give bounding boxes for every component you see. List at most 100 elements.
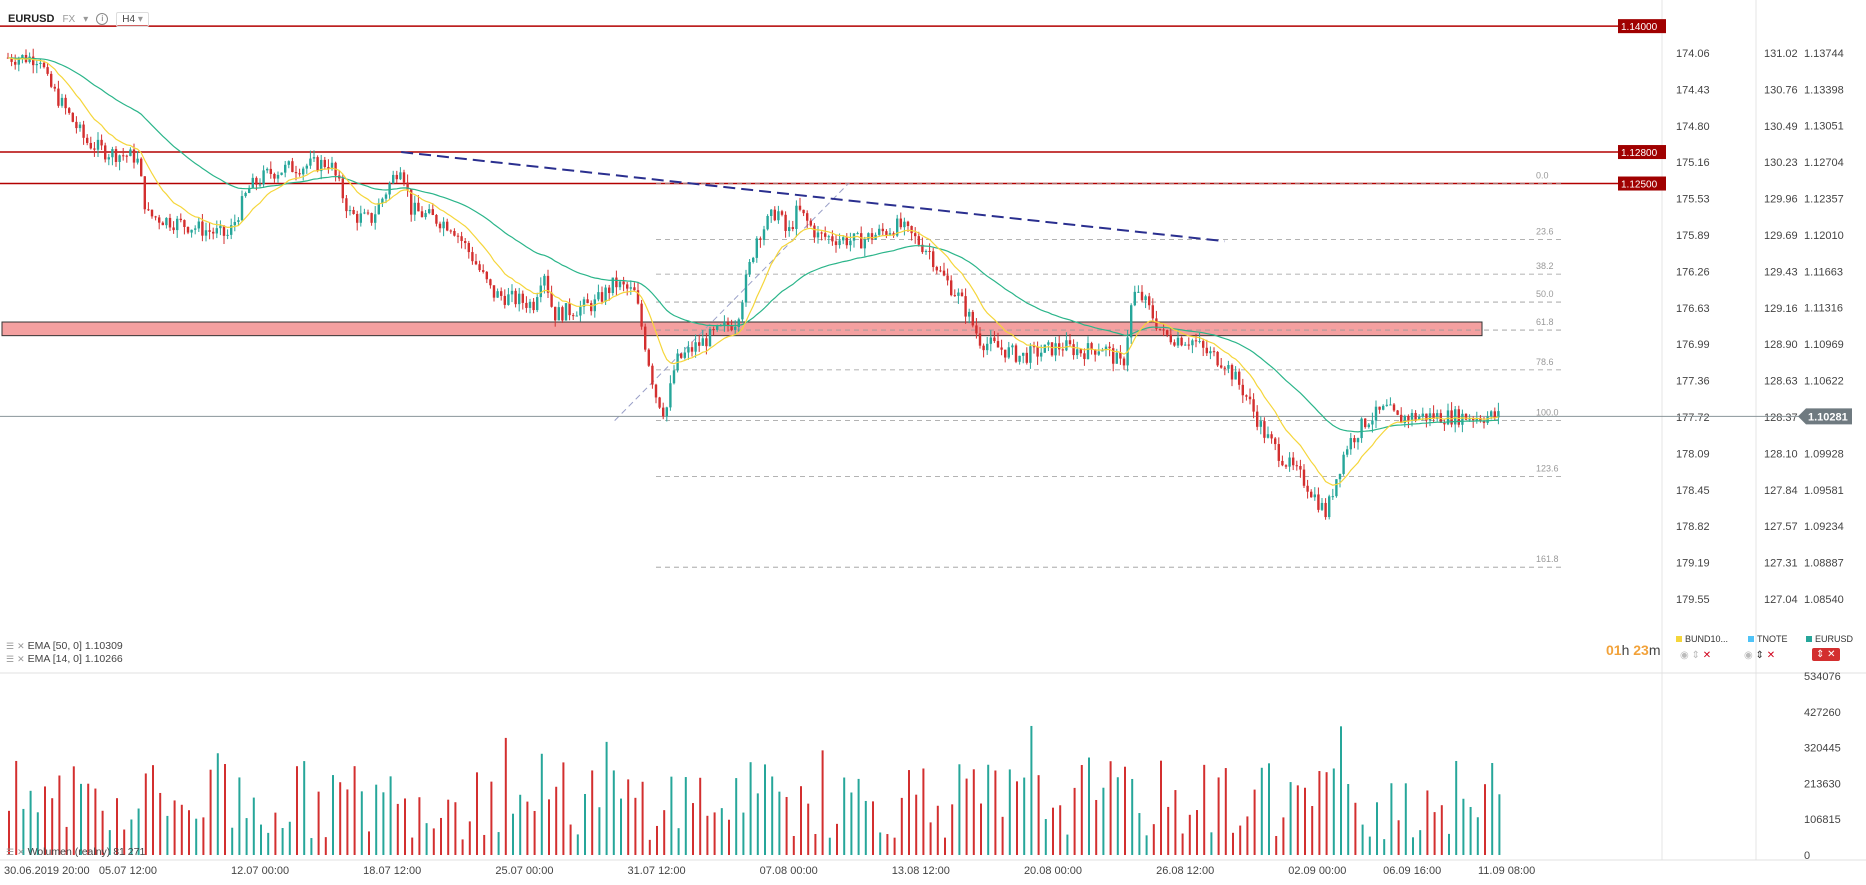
candle-body: [233, 221, 236, 226]
candle-body: [39, 62, 42, 64]
candle-body: [1180, 337, 1183, 346]
bund-tick-label: 179.55: [1676, 594, 1710, 606]
symbol-controls-bund[interactable]: ◉ ⇕ ✕: [1680, 650, 1711, 661]
volume-bar: [404, 798, 406, 855]
candle-body: [1414, 412, 1417, 420]
candle-body: [53, 86, 56, 89]
candle-body: [1277, 444, 1280, 461]
settings-icon[interactable]: ☰: [6, 640, 15, 651]
candle-body: [1029, 346, 1032, 363]
settings-icon[interactable]: ☰: [6, 653, 15, 664]
info-icon[interactable]: i: [96, 13, 109, 25]
volume-bar: [972, 769, 975, 855]
candle-body: [35, 63, 38, 66]
candle-body: [240, 196, 244, 221]
candle-body: [806, 213, 809, 221]
candle-body: [1331, 496, 1334, 498]
volume-bar: [1476, 817, 1479, 855]
candle-body: [629, 287, 632, 289]
settings-icon[interactable]: ☰: [6, 846, 15, 857]
timeframe-select[interactable]: H4 ▾: [116, 11, 149, 27]
candle-body: [32, 56, 35, 66]
tnote-tick-label: 127.84: [1764, 485, 1798, 497]
price-tick-label: 1.11316: [1804, 303, 1843, 315]
candle-body: [899, 218, 902, 228]
volume-bar: [893, 837, 896, 855]
sort-icon[interactable]: ⇕: [1691, 650, 1700, 661]
candle-body: [17, 59, 20, 65]
eye-icon[interactable]: ◉: [1744, 650, 1753, 661]
level-price-label: 1.14000: [1621, 22, 1658, 33]
symbol-legend-eurusd[interactable]: EURUSD: [1806, 634, 1853, 644]
legend-volume[interactable]: ☰ ✕ Wolumen (realny) 81 271: [6, 846, 145, 858]
candle-body: [881, 228, 884, 232]
volume-bar: [1145, 835, 1148, 855]
sort-icon[interactable]: ⇕: [1816, 649, 1825, 660]
close-icon[interactable]: ✕: [17, 640, 25, 651]
symbol-legend-tnote[interactable]: TNOTE: [1748, 634, 1788, 644]
chevron-down-icon[interactable]: ▾: [83, 13, 89, 25]
volume-bar: [569, 824, 572, 855]
close-icon[interactable]: ✕: [17, 846, 25, 857]
candle-body: [694, 342, 697, 352]
candle-body: [316, 157, 319, 172]
price-tick-label: 1.09234: [1804, 521, 1844, 533]
eye-icon[interactable]: ◉: [1680, 650, 1689, 661]
candle-body: [528, 301, 532, 308]
candle-body: [287, 161, 290, 165]
candle-body: [348, 209, 352, 212]
tnote-tick-label: 129.43: [1764, 266, 1798, 278]
volume-bar: [1152, 824, 1155, 855]
candle-body: [1468, 418, 1471, 420]
symbol-legend-bund[interactable]: BUND10...: [1676, 634, 1728, 644]
candle-body: [1043, 344, 1046, 353]
symbol-controls-tnote[interactable]: ◉ ⇕ ✕: [1744, 650, 1775, 661]
candle-body: [1450, 410, 1453, 425]
legend-ema14[interactable]: ☰ ✕ EMA [14, 0] 1.10266: [6, 653, 123, 665]
candle-body: [1112, 348, 1115, 364]
candle-body: [280, 172, 283, 175]
close-icon[interactable]: ✕: [17, 653, 25, 664]
candle-body: [932, 251, 935, 268]
candle-body: [1493, 411, 1496, 418]
candle-body: [820, 232, 823, 234]
close-icon[interactable]: ✕: [1827, 649, 1836, 660]
volume-bar: [1253, 789, 1256, 855]
close-icon[interactable]: ✕: [1702, 650, 1712, 661]
legend-ema50[interactable]: ☰ ✕ EMA [50, 0] 1.10309: [6, 640, 123, 652]
volume-bar: [274, 812, 277, 855]
tnote-tick-label: 127.04: [1764, 594, 1798, 606]
candle-body: [554, 306, 557, 321]
candle-body: [10, 57, 13, 62]
candle-body: [1479, 417, 1482, 422]
market-label[interactable]: FX: [62, 13, 76, 25]
symbol-controls-eurusd[interactable]: ⇕ ✕: [1812, 648, 1840, 661]
volume-bar: [713, 812, 716, 855]
candle-body: [417, 202, 420, 212]
candle-body: [78, 124, 82, 129]
candle-body: [1018, 355, 1021, 362]
close-icon[interactable]: ✕: [1766, 650, 1776, 661]
volume-bar: [648, 839, 651, 855]
candle-body: [366, 212, 370, 214]
candle-body: [708, 328, 712, 347]
symbol-label[interactable]: EURUSD: [8, 13, 55, 25]
candle-body: [1396, 410, 1399, 415]
price-tick-label: 1.13744: [1804, 48, 1844, 60]
candle-body: [1497, 411, 1500, 418]
volume-tick-label: 320445: [1804, 743, 1841, 755]
sort-icon[interactable]: ⇕: [1755, 650, 1764, 661]
candle-body: [384, 194, 388, 199]
time-tick-label: 13.08 12:00: [892, 865, 950, 877]
candle-body: [449, 230, 452, 232]
volume-bar: [1311, 806, 1314, 855]
candle-body: [600, 292, 604, 302]
candle-body: [219, 225, 222, 229]
candle-body: [953, 295, 956, 297]
candle-body: [831, 236, 834, 242]
candle-body: [356, 213, 359, 223]
candle-body: [1356, 438, 1360, 443]
candle-body: [1302, 469, 1306, 486]
volume-bar: [202, 817, 205, 855]
